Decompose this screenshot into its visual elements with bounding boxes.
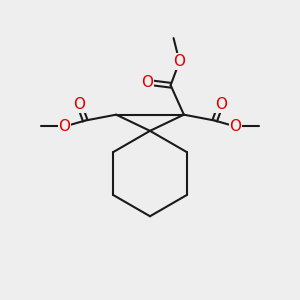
Text: O: O bbox=[230, 119, 242, 134]
Text: O: O bbox=[173, 54, 185, 69]
Text: O: O bbox=[73, 97, 85, 112]
Text: O: O bbox=[215, 97, 227, 112]
Text: O: O bbox=[141, 75, 153, 90]
Text: O: O bbox=[58, 119, 70, 134]
